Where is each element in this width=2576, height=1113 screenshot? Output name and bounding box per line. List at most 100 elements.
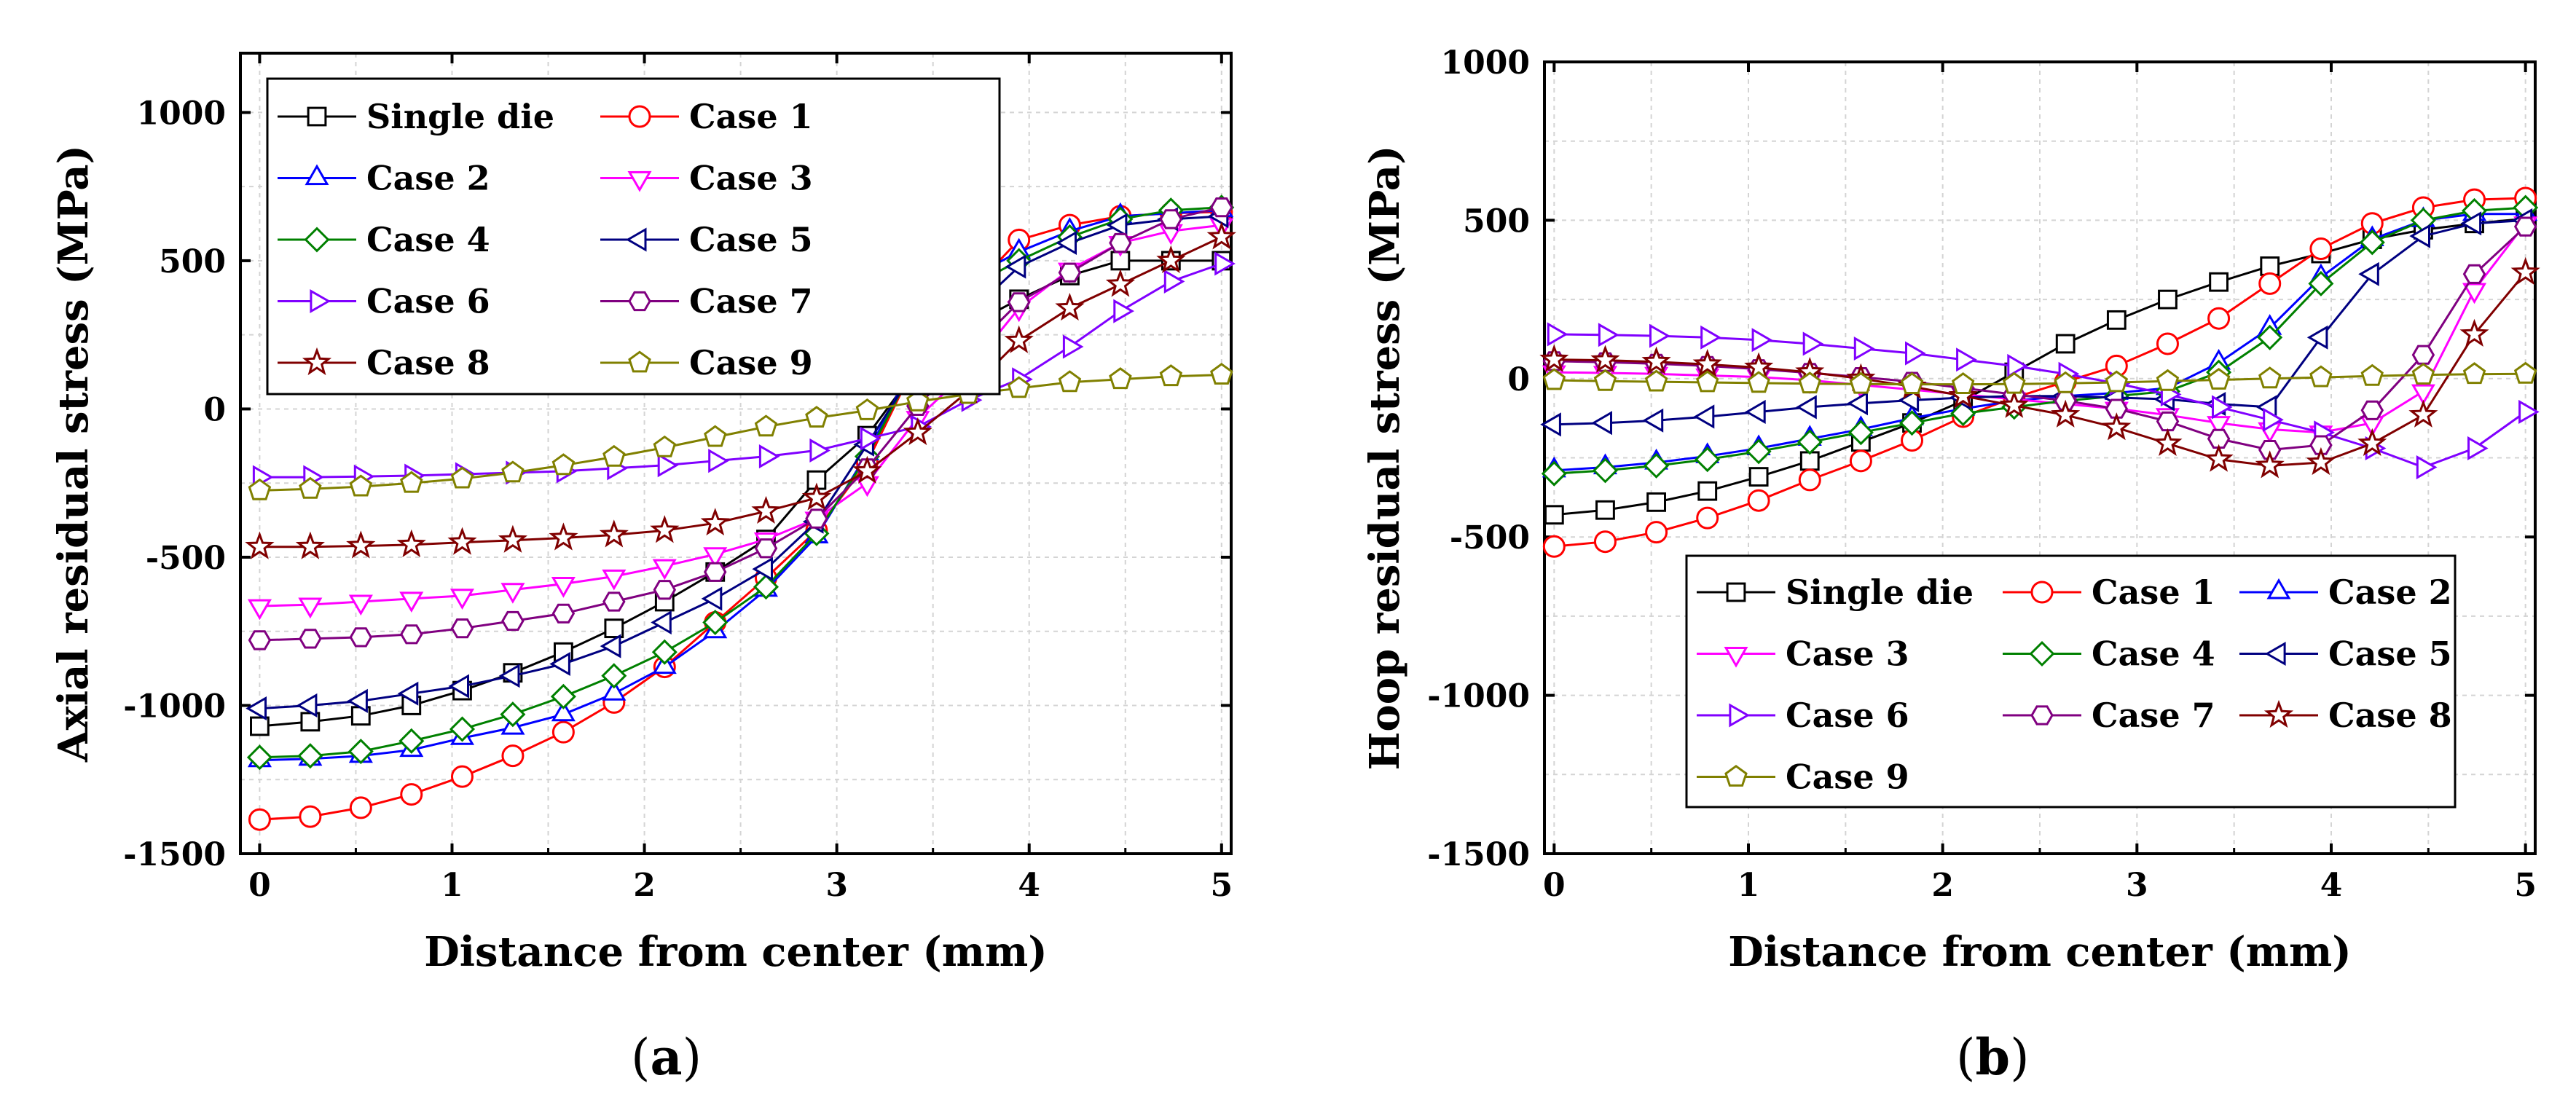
legend-item: Case 3 — [1697, 634, 1909, 674]
data-point — [2309, 237, 2333, 261]
data-point — [1004, 325, 1034, 353]
legend-item: Case 3 — [600, 159, 813, 198]
legend-label: Case 2 — [366, 159, 490, 198]
legend-label: Case 8 — [2328, 696, 2452, 735]
data-point — [2513, 361, 2537, 384]
panel-caption: (a) — [631, 1029, 702, 1087]
series-line — [1554, 219, 2526, 426]
data-point — [1542, 368, 1566, 390]
y-tick-label: 0 — [1507, 361, 1530, 398]
data-point — [752, 556, 773, 581]
data-point — [448, 674, 469, 699]
x-tick-label: 1 — [1737, 867, 1760, 904]
data-point — [248, 478, 272, 500]
data-point — [1593, 530, 1617, 554]
data-point — [1700, 325, 1721, 350]
legend-item: Case 6 — [278, 282, 490, 321]
data-point — [2003, 371, 2026, 394]
x-axis: 0 1 2 3 4 5 — [1543, 62, 2537, 904]
data-point — [1798, 371, 1821, 394]
data-point — [1593, 369, 1617, 391]
legend-label: Case 3 — [689, 159, 813, 198]
data-point — [2255, 450, 2285, 479]
x-tick-label: 0 — [248, 867, 271, 904]
data-point — [1159, 364, 1183, 387]
data-point — [501, 744, 525, 768]
x-tick-label: 4 — [2320, 867, 2343, 904]
data-point — [450, 765, 474, 788]
data-point — [1646, 492, 1666, 512]
data-point — [2007, 353, 2028, 379]
data-point — [2212, 395, 2233, 420]
data-point — [2462, 264, 2486, 284]
data-point — [347, 739, 374, 765]
data-point — [651, 639, 678, 665]
data-point — [2054, 371, 2077, 393]
data-point — [396, 529, 426, 558]
caption-open-paren: ( — [1956, 1029, 1976, 1087]
data-point — [758, 444, 780, 469]
legend-box — [1685, 554, 2457, 809]
data-point — [1547, 322, 1568, 347]
data-point — [1214, 251, 1236, 276]
data-point — [1751, 328, 1773, 353]
data-point — [604, 618, 624, 639]
data-point — [1540, 412, 1561, 437]
data-point — [1853, 337, 1875, 361]
x-tick-label: 2 — [1931, 867, 1954, 904]
data-point — [1542, 535, 1566, 558]
data-point — [2411, 384, 2435, 406]
caption-open-paren: ( — [631, 1029, 651, 1087]
data-point — [703, 547, 728, 569]
data-point — [2207, 367, 2231, 390]
data-point — [1802, 331, 1824, 356]
data-point — [1849, 371, 1873, 394]
data-point — [2309, 435, 2333, 455]
data-point — [2411, 345, 2435, 365]
data-point — [1799, 451, 1820, 471]
data-point — [1649, 323, 1670, 348]
y-tick-label: -500 — [1450, 519, 1530, 556]
data-point — [2409, 224, 2430, 248]
x-tick-label: 0 — [1543, 867, 1566, 904]
data-point — [1693, 404, 1715, 429]
data-point — [1898, 410, 1925, 436]
data-point — [906, 389, 930, 412]
legend-label: Case 5 — [2328, 634, 2452, 674]
x-tick-label: 5 — [2514, 867, 2537, 904]
data-point — [349, 627, 373, 648]
legend-label: Case 1 — [2092, 573, 2215, 612]
x-tick-label: 5 — [1210, 867, 1233, 904]
caption-close-paren: ) — [2010, 1029, 2030, 1087]
legend-marker — [628, 105, 651, 128]
data-point — [2260, 256, 2280, 276]
x-tick-label: 3 — [2126, 867, 2148, 904]
legend-marker — [2264, 642, 2286, 666]
legend-item: Case 2 — [2239, 573, 2452, 612]
legend: Single die Case 1 Case 2 Case 3 Case 4 Case 5… — [1685, 554, 2457, 809]
data-point — [501, 610, 525, 632]
data-point — [599, 519, 629, 548]
data-point — [2204, 444, 2234, 472]
legend-item: Case 7 — [2003, 696, 2215, 735]
legend-item: Case 1 — [2003, 573, 2215, 612]
plot-frame — [239, 52, 1233, 855]
legend-marker — [1724, 647, 1748, 668]
legend-marker — [2266, 578, 2291, 599]
data-point — [2156, 332, 2179, 355]
data-point — [1592, 457, 1619, 484]
caption-letter: a — [651, 1029, 683, 1087]
data-point — [1951, 372, 1975, 394]
data-point — [1007, 376, 1031, 398]
legend-label: Case 6 — [1786, 696, 1909, 735]
data-point — [1163, 269, 1185, 294]
legend-marker — [2263, 699, 2294, 728]
legend-label: Case 5 — [689, 220, 813, 259]
y-tick-label: 1000 — [137, 95, 226, 132]
data-point — [449, 589, 474, 610]
legend-label: Case 6 — [366, 282, 490, 321]
data-point — [299, 629, 322, 649]
data-point — [703, 562, 727, 582]
data-point — [1109, 232, 1132, 253]
legend-label: Case 4 — [2092, 634, 2215, 674]
